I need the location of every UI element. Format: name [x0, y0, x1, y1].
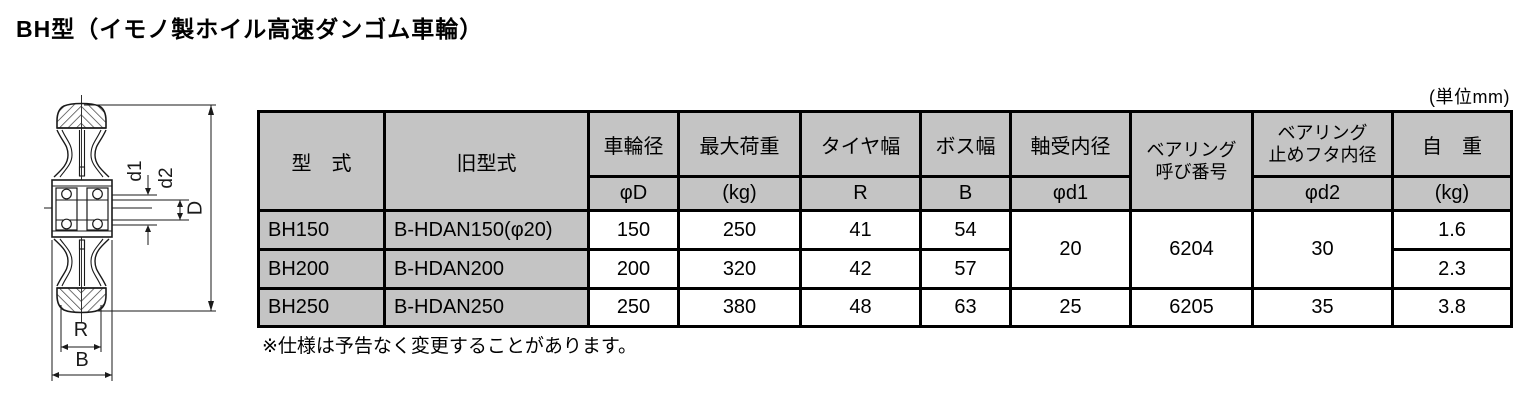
cell-weight: 3.8 [1391, 287, 1513, 328]
cell-wheel-dia: 200 [587, 248, 680, 290]
wheel-cross-section-diagram: D d1 d2 R B [44, 95, 216, 381]
cell-model: BH200 [257, 248, 386, 290]
cell-boss-width: 54 [919, 209, 1012, 251]
footnote: ※仕様は予告なく変更することがあります。 [262, 336, 638, 357]
cell-model: BH250 [257, 287, 386, 328]
cell-weight: 2.3 [1391, 248, 1513, 290]
header-boss-width: ボス幅 [919, 110, 1012, 178]
header-model: 型 式 [257, 110, 386, 212]
cell-tire-width: 48 [799, 287, 922, 328]
dim-label-R: R [74, 319, 88, 341]
unit-bearing-cap: φd2 [1251, 175, 1394, 212]
unit-bearing-bore: φd1 [1009, 175, 1132, 212]
header-weight: 自 重 [1391, 110, 1513, 178]
header-bearing-cap-line2: 止めフタ内径 [1268, 145, 1377, 165]
unit-max-load: (kg) [677, 175, 802, 212]
cell-tire-width: 41 [799, 209, 922, 251]
cell-old-model: B-HDAN250 [383, 287, 590, 328]
header-bearing-number: ベアリング 呼び番号 [1129, 110, 1254, 212]
header-bearing-cap-line1: ベアリング [1277, 122, 1368, 143]
unit-tire-width: R [799, 175, 922, 212]
cell-bearing-cap: 30 [1251, 209, 1394, 290]
page-title: BH型（イモノ製ホイル高速ダンゴム車輪） [16, 16, 484, 42]
cell-wheel-dia: 150 [587, 209, 680, 251]
cell-tire-width: 42 [799, 248, 922, 290]
cell-old-model: B-HDAN200 [383, 248, 590, 290]
cell-max-load: 380 [677, 287, 802, 328]
cell-bearing-number: 6205 [1129, 287, 1254, 328]
unit-weight: (kg) [1391, 175, 1513, 212]
unit-wheel-dia: φD [587, 175, 680, 212]
cell-boss-width: 63 [919, 287, 1012, 328]
cell-bearing-number: 6204 [1129, 209, 1254, 290]
unit-note: (単位mm) [1429, 87, 1510, 107]
cell-weight: 1.6 [1391, 209, 1513, 251]
cell-old-model: B-HDAN150(φ20) [383, 209, 590, 251]
spec-table: 型 式 旧型式 車輪径 最大荷重 タイヤ幅 ボス幅 軸受内径 ベアリング 呼び番… [257, 110, 1513, 328]
cell-max-load: 320 [677, 248, 802, 290]
unit-boss-width: B [919, 175, 1012, 212]
dim-label-D: D [184, 201, 206, 215]
cell-bearing-cap: 35 [1251, 287, 1394, 328]
cell-bearing-bore: 20 [1009, 209, 1132, 290]
table-row: BH200 B-HDAN200 200 320 42 57 2.3 [257, 248, 1513, 290]
header-row-2: φD (kg) R B φd1 φd2 (kg) [259, 175, 1513, 212]
table-row: BH250 B-HDAN250 250 380 48 63 25 6205 35… [257, 287, 1513, 328]
cell-max-load: 250 [677, 209, 802, 251]
header-tire-width: タイヤ幅 [799, 110, 922, 178]
cell-bearing-bore: 25 [1009, 287, 1132, 328]
dim-label-d2: d2 [156, 167, 177, 188]
table-row: BH150 B-HDAN150(φ20) 150 250 41 54 20 62… [257, 209, 1513, 290]
header-wheel-dia: 車輪径 [587, 110, 680, 178]
header-max-load: 最大荷重 [677, 110, 802, 178]
header-old-model: 旧型式 [383, 110, 590, 212]
dim-label-B: B [75, 349, 88, 371]
cell-boss-width: 57 [919, 248, 1012, 290]
header-bearing-number-line2: 呼び番号 [1155, 162, 1228, 182]
cell-wheel-dia: 250 [587, 287, 680, 328]
header-bearing-number-line1: ベアリング [1146, 139, 1237, 160]
dim-label-d1: d1 [125, 160, 146, 181]
header-row-1: 型 式 旧型式 車輪径 最大荷重 タイヤ幅 ボス幅 軸受内径 ベアリング 呼び番… [257, 110, 1513, 212]
cell-model: BH150 [257, 209, 386, 251]
header-bearing-bore: 軸受内径 [1009, 110, 1132, 178]
header-bearing-cap: ベアリング 止めフタ内径 [1251, 110, 1394, 178]
